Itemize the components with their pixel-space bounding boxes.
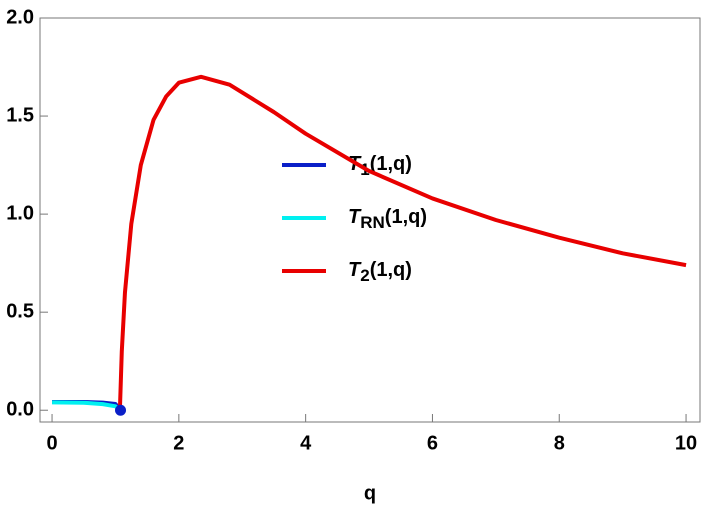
y-tick-label: 0.0 (6, 399, 34, 421)
x-tick-label: 2 (173, 432, 184, 454)
y-tick-label: 1.0 (6, 202, 34, 224)
x-tick-label: 6 (427, 432, 438, 454)
x-tick-label: 4 (300, 432, 312, 454)
legend-label: T2(1,q) (348, 259, 412, 285)
x-axis-label: q (364, 482, 376, 504)
plot-frame (39, 17, 701, 423)
series-line (117, 74, 687, 411)
series-line (52, 400, 122, 412)
y-tick-label: 0.5 (6, 300, 34, 322)
point (115, 404, 127, 416)
x-tick-label: 0 (46, 432, 57, 454)
x-tick-label: 8 (554, 432, 565, 454)
y-tick-label: 2.0 (6, 6, 34, 28)
y-tick-label: 1.5 (6, 104, 34, 126)
legend-label: TRN(1,q) (348, 206, 427, 232)
x-tick-label: 10 (675, 432, 697, 454)
